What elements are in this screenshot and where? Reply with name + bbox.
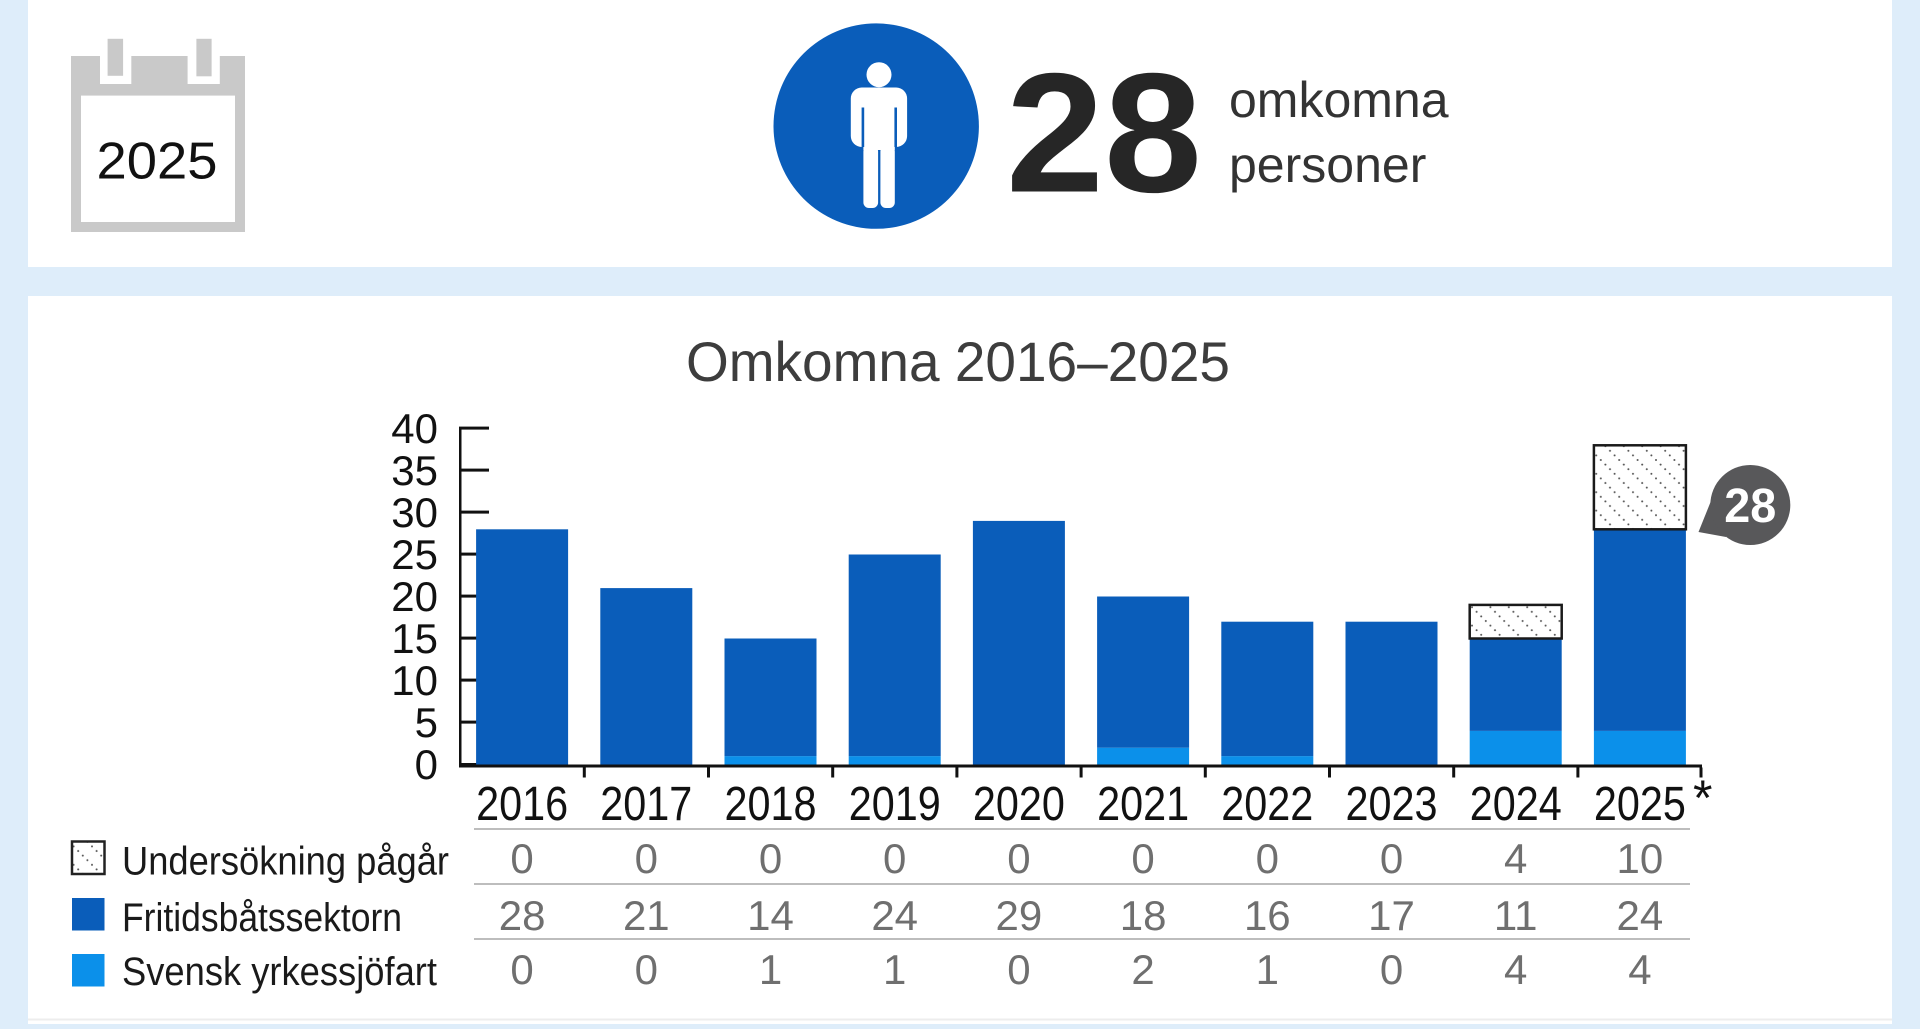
- svg-text:24: 24: [871, 892, 918, 939]
- svg-text:10: 10: [391, 657, 438, 704]
- svg-text:17: 17: [1368, 892, 1415, 939]
- svg-text:0: 0: [1131, 835, 1154, 882]
- svg-text:2023: 2023: [1346, 778, 1438, 831]
- svg-text:0: 0: [759, 835, 782, 882]
- svg-text:2: 2: [1131, 946, 1154, 993]
- svg-text:0: 0: [1380, 946, 1403, 993]
- svg-text:29: 29: [996, 892, 1043, 939]
- svg-text:28: 28: [1724, 480, 1776, 533]
- svg-text:4: 4: [1504, 835, 1527, 882]
- svg-text:1: 1: [1256, 946, 1279, 993]
- svg-text:2020: 2020: [973, 778, 1065, 831]
- svg-text:25: 25: [391, 531, 438, 578]
- svg-text:0: 0: [635, 835, 658, 882]
- svg-text:28: 28: [1006, 39, 1202, 229]
- svg-text:0: 0: [1380, 835, 1403, 882]
- svg-text:*: *: [1693, 770, 1712, 826]
- svg-text:2024: 2024: [1470, 778, 1562, 831]
- svg-text:11: 11: [1494, 892, 1538, 939]
- svg-text:4: 4: [1628, 946, 1651, 993]
- svg-text:2016: 2016: [476, 778, 568, 831]
- svg-text:Omkomna 2016–2025: Omkomna 2016–2025: [686, 330, 1230, 393]
- svg-text:Undersökning pågår: Undersökning pågår: [122, 840, 449, 884]
- svg-text:0: 0: [635, 946, 658, 993]
- svg-text:2021: 2021: [1097, 778, 1189, 831]
- svg-text:35: 35: [391, 447, 438, 494]
- svg-text:0: 0: [510, 946, 533, 993]
- svg-text:2018: 2018: [725, 778, 817, 831]
- svg-text:0: 0: [1007, 946, 1030, 993]
- svg-text:personer: personer: [1229, 137, 1426, 193]
- svg-text:1: 1: [883, 946, 906, 993]
- svg-text:omkomna: omkomna: [1229, 72, 1449, 128]
- svg-text:4: 4: [1504, 946, 1527, 993]
- svg-text:40: 40: [391, 405, 438, 452]
- svg-text:5: 5: [415, 699, 438, 746]
- svg-text:0: 0: [415, 741, 438, 788]
- svg-text:0: 0: [1256, 835, 1279, 882]
- svg-text:2025: 2025: [1594, 778, 1686, 831]
- svg-text:2019: 2019: [849, 778, 941, 831]
- svg-text:2025: 2025: [97, 133, 218, 191]
- svg-text:0: 0: [1007, 835, 1030, 882]
- svg-text:2022: 2022: [1221, 778, 1313, 831]
- svg-text:16: 16: [1244, 892, 1291, 939]
- svg-text:15: 15: [391, 615, 438, 662]
- svg-text:24: 24: [1617, 892, 1664, 939]
- svg-text:0: 0: [510, 835, 533, 882]
- svg-text:1: 1: [759, 946, 782, 993]
- svg-text:21: 21: [623, 892, 670, 939]
- svg-text:20: 20: [391, 573, 438, 620]
- svg-text:14: 14: [747, 892, 794, 939]
- svg-text:2017: 2017: [600, 778, 692, 831]
- svg-text:30: 30: [391, 489, 438, 536]
- svg-text:18: 18: [1120, 892, 1167, 939]
- svg-text:28: 28: [499, 892, 546, 939]
- svg-text:Svensk yrkessjöfart: Svensk yrkessjöfart: [122, 950, 437, 994]
- svg-text:0: 0: [883, 835, 906, 882]
- svg-text:Fritidsbåtssektorn: Fritidsbåtssektorn: [122, 896, 402, 940]
- svg-text:10: 10: [1617, 835, 1664, 882]
